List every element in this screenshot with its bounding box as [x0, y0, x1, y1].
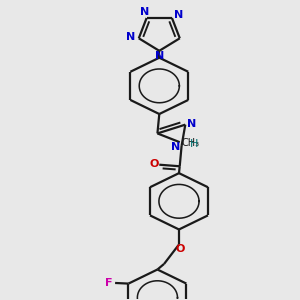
Text: CH₃: CH₃ — [182, 138, 200, 148]
Text: N: N — [140, 7, 149, 17]
Text: N: N — [171, 142, 181, 152]
Text: N: N — [174, 10, 183, 20]
Text: F: F — [105, 278, 113, 288]
Text: N: N — [187, 119, 196, 129]
Text: O: O — [175, 244, 184, 254]
Text: N: N — [126, 32, 135, 42]
Text: N: N — [155, 52, 164, 61]
Text: H: H — [190, 140, 198, 149]
Text: O: O — [149, 159, 159, 169]
